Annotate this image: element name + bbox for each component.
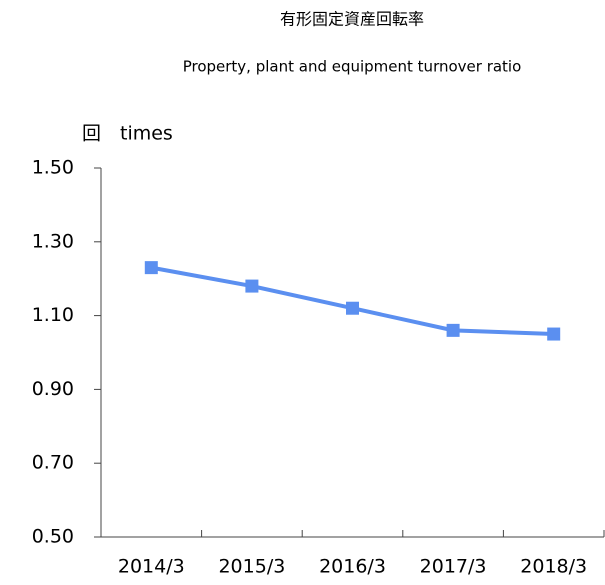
x-tick-label: 2014/3 — [118, 556, 185, 578]
y-tick-label: 0.90 — [32, 378, 74, 400]
y-axis-label: 回 times — [82, 123, 173, 145]
x-tick-label: 2017/3 — [420, 556, 487, 578]
y-tick-label: 0.70 — [32, 452, 74, 474]
x-tick-label: 2015/3 — [218, 556, 285, 578]
y-tick-label: 0.50 — [32, 526, 74, 548]
marker — [144, 261, 158, 275]
y-tick-label: 1.10 — [32, 304, 74, 326]
marker — [446, 323, 460, 337]
marker — [346, 301, 359, 315]
chart-subtitle: Property, plant and equipment turnover r… — [183, 58, 522, 76]
line — [150, 265, 554, 337]
chart-title: 有形固定資産回転率 — [280, 10, 424, 29]
marker — [245, 279, 259, 293]
marker — [547, 327, 561, 341]
y-tick-label: 1.50 — [32, 157, 74, 179]
x-tick-label: 2018/3 — [520, 556, 587, 578]
x-tick-label: 2016/3 — [319, 556, 386, 578]
y-tick-label: 1.30 — [32, 230, 74, 252]
